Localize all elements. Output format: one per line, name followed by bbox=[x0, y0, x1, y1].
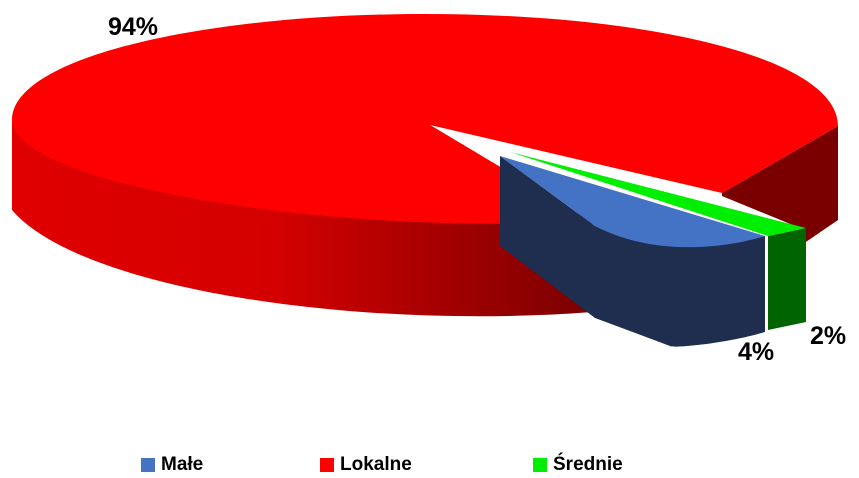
pie-slice-lokalne-top bbox=[12, 14, 838, 224]
pie-slice-lokalne bbox=[12, 14, 838, 317]
pie-slice-male bbox=[500, 156, 765, 347]
legend-item-male: Małe bbox=[141, 455, 203, 475]
legend-swatch-lokalne bbox=[320, 458, 334, 472]
legend-label-srednie: Średnie bbox=[553, 454, 623, 475]
data-label-male: 4% bbox=[738, 338, 774, 366]
data-label-srednie: 2% bbox=[810, 322, 846, 350]
pie-slice-srednie-side bbox=[768, 228, 806, 330]
pie-slice-male-side-front bbox=[595, 226, 765, 347]
pie-slice-lokalne-right-wall bbox=[722, 126, 838, 246]
legend-item-lokalne: Lokalne bbox=[320, 455, 412, 475]
legend-item-srednie: Średnie bbox=[533, 455, 623, 475]
legend-label-lokalne: Lokalne bbox=[340, 454, 412, 475]
chart-legend: Małe Lokalne Średnie bbox=[0, 455, 859, 477]
data-label-lokalne: 94% bbox=[108, 13, 158, 41]
pie-slice-srednie bbox=[510, 152, 806, 330]
legend-label-male: Małe bbox=[161, 454, 204, 475]
legend-swatch-srednie bbox=[533, 458, 547, 472]
pie-slice-male-side-left bbox=[500, 156, 595, 318]
pie-slice-srednie-top bbox=[510, 152, 806, 236]
legend-swatch-male bbox=[141, 458, 155, 472]
pie-slice-male-top bbox=[500, 156, 765, 248]
